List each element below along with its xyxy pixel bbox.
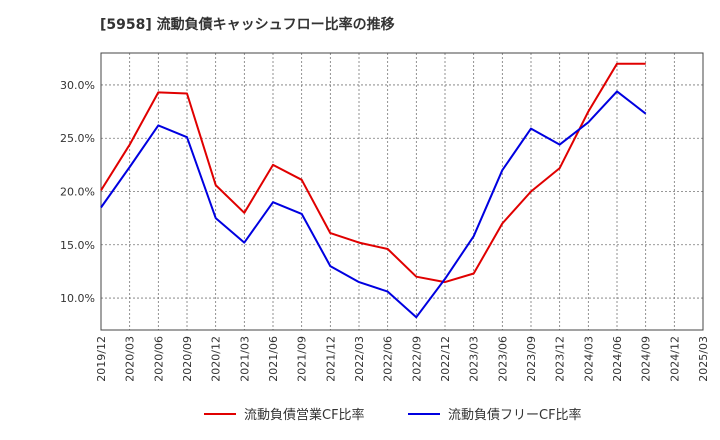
series-line-1 xyxy=(100,62,646,284)
series-line-2 xyxy=(100,90,647,319)
y-tick-label: 30.0% xyxy=(60,79,95,92)
x-tick-label: 2022/09 xyxy=(410,336,423,382)
x-tick-label: 2019/12 xyxy=(95,336,108,382)
y-tick-label: 25.0% xyxy=(60,132,95,145)
x-tick-label: 2021/12 xyxy=(324,336,337,382)
y-tick-label: 20.0% xyxy=(60,186,95,199)
x-tick-label: 2022/03 xyxy=(353,336,366,382)
x-tick-label: 2023/06 xyxy=(496,336,509,382)
x-tick-label: 2021/06 xyxy=(267,336,280,382)
legend-label-2: 流動負債フリーCF比率 xyxy=(448,407,582,423)
plot-frame xyxy=(100,52,704,331)
x-tick-label: 2024/03 xyxy=(582,336,595,382)
x-tick-label: 2024/09 xyxy=(640,336,653,382)
chart-title: [5958] 流動負債キャッシュフロー比率の推移 xyxy=(100,17,395,33)
x-tick-label: 2020/09 xyxy=(181,336,194,382)
legend-label-1: 流動負債営業CF比率 xyxy=(244,407,365,423)
x-tick-label: 2024/12 xyxy=(668,336,681,382)
x-tick-label: 2020/06 xyxy=(152,336,165,382)
x-tick-label: 2023/09 xyxy=(525,336,538,382)
x-tick-label: 2022/06 xyxy=(382,336,395,382)
x-tick-label: 2020/03 xyxy=(124,336,137,382)
x-tick-label: 2021/03 xyxy=(238,336,251,382)
x-tick-label: 2023/03 xyxy=(468,336,481,382)
x-tick-label: 2025/03 xyxy=(697,336,710,382)
x-tick-label: 2020/12 xyxy=(210,336,223,382)
x-tick-label: 2022/12 xyxy=(439,336,452,382)
x-tick-label: 2021/09 xyxy=(296,336,309,382)
y-tick-label: 15.0% xyxy=(60,239,95,252)
y-tick-label: 10.0% xyxy=(60,292,95,305)
x-tick-label: 2023/12 xyxy=(554,336,567,382)
x-tick-label: 2024/06 xyxy=(611,336,624,382)
